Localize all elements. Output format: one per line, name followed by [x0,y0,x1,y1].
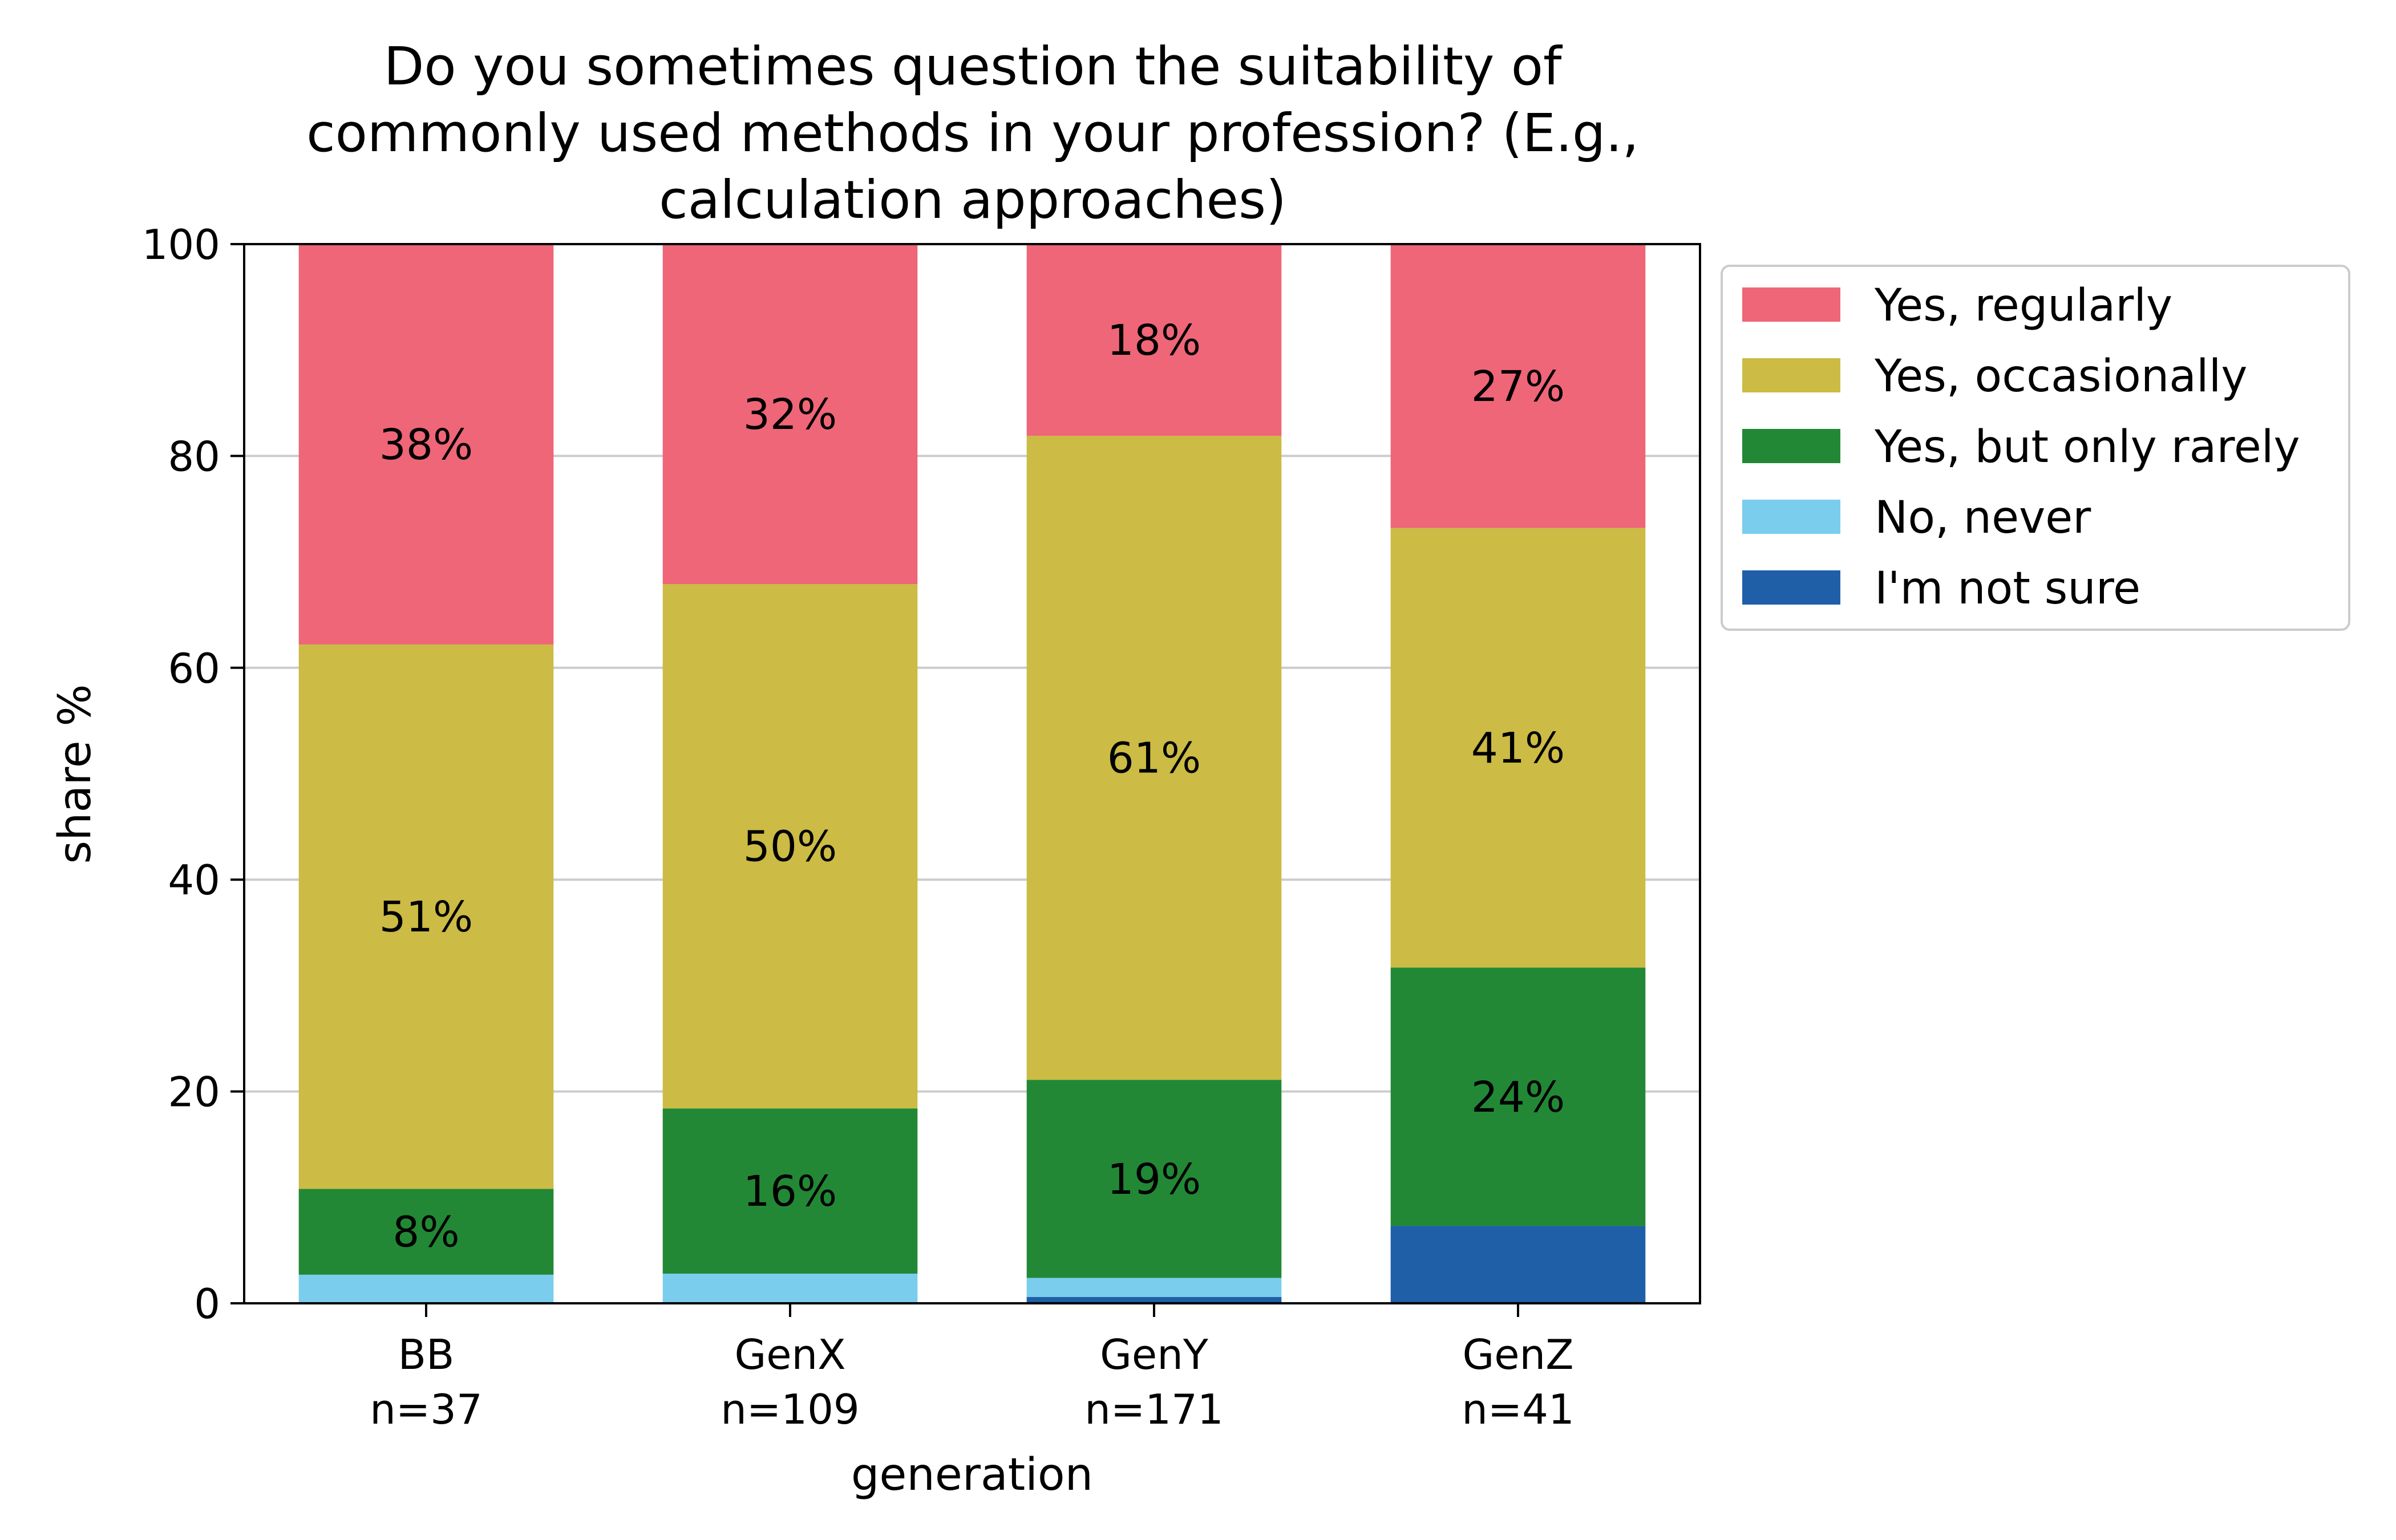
data-label: 27% [1471,362,1565,411]
x-tick-label: BB [398,1331,455,1379]
x-tick-label: GenX [734,1331,845,1379]
data-label: 16% [743,1167,837,1216]
bar-segment [1026,244,1282,436]
legend-label: Yes, but only rarely [1874,422,2300,473]
y-axis: 0 20 40 60 80 100 [142,221,244,1328]
bar-segment [1026,1278,1282,1297]
y-tick-label: 60 [168,645,220,692]
x-axis: BB n=37 GenX n=109 GenY n=171 GenZ n=41 [370,1303,1575,1433]
bar-segment [1026,1080,1282,1278]
plot-frame [243,243,1701,1304]
y-tick-label: 40 [168,856,220,904]
bar-segment [1390,244,1646,528]
y-tick-label: 100 [142,221,220,269]
bar-segment [298,1189,554,1275]
legend-box [1721,265,2350,631]
bar-segment [662,244,918,585]
legend-label: Yes, regularly [1874,280,2172,331]
bar-segment [298,644,554,1189]
data-label: 19% [1107,1155,1201,1204]
y-tick-label: 80 [168,432,220,480]
x-tick-count: n=171 [1084,1385,1223,1433]
x-tick-count: n=37 [370,1385,483,1433]
chart-title-line: calculation approaches) [659,169,1286,230]
y-tick-label: 0 [194,1280,220,1328]
chart-title: Do you sometimes question the suitabilit… [306,36,1639,230]
legend-label: Yes, occasionally [1874,351,2248,402]
legend-swatch [1742,358,1840,392]
data-label: 32% [743,390,837,439]
y-tick-label: 20 [168,1068,220,1116]
legend-swatch [1742,500,1840,534]
bar-segment [662,584,918,1109]
bar-segment [1390,528,1646,968]
bar-segment [298,1274,554,1303]
data-label: 50% [743,822,837,872]
x-axis-label: generation [851,1449,1093,1501]
legend-swatch [1742,570,1840,605]
data-label: 8% [392,1208,459,1257]
chart-title-line: Do you sometimes question the suitabilit… [384,36,1563,97]
legend-label: I'm not sure [1875,563,2140,614]
bar-segment [1390,967,1646,1226]
chart-title-line: commonly used methods in your profession… [306,103,1639,164]
legend-swatch [1742,287,1840,322]
y-axis-label: share % [50,684,101,864]
x-tick-count: n=109 [721,1385,859,1433]
data-label: 18% [1107,316,1201,365]
data-label: 41% [1471,724,1565,773]
bar-segment [662,1274,918,1303]
x-tick-label: GenZ [1462,1331,1573,1379]
data-label: 38% [379,420,473,469]
bar-segment [1390,1226,1646,1303]
data-label: 51% [379,893,473,942]
legend-label: No, never [1875,492,2091,544]
x-tick-label: GenY [1100,1331,1209,1379]
bar-segment [1026,1296,1282,1303]
data-label: 24% [1471,1073,1565,1122]
bar-segment [1026,436,1282,1080]
bar-segment [298,244,554,645]
bars [298,244,1646,1303]
legend: Yes, regularly Yes, occasionally Yes, but … [1721,265,2350,631]
data-label: 61% [1107,734,1201,783]
x-tick-count: n=41 [1462,1385,1575,1433]
legend-swatch [1742,429,1840,463]
bar-segment [662,1108,918,1274]
data-labels: 8% 51% 38% 16% 50% 32% 19% 61% 18% 24% 41% 27% [379,316,1565,1257]
